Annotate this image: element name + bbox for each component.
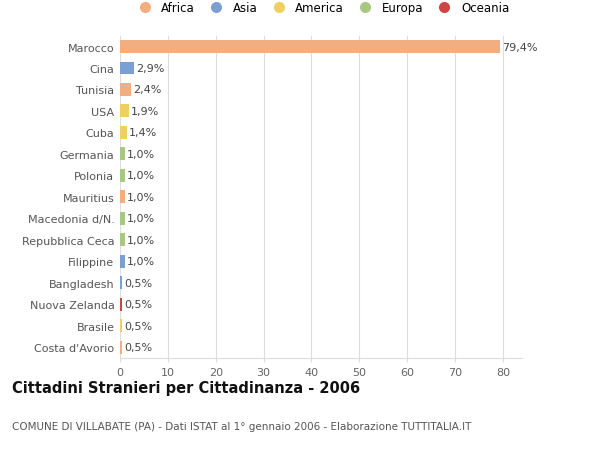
Bar <box>120 277 122 290</box>
Text: 0,5%: 0,5% <box>124 299 152 309</box>
Text: 1,9%: 1,9% <box>131 106 159 117</box>
Bar <box>120 41 500 54</box>
Bar <box>120 84 131 97</box>
Text: 2,9%: 2,9% <box>136 64 164 74</box>
Text: 1,0%: 1,0% <box>127 235 155 245</box>
Bar <box>120 148 125 161</box>
Text: 0,5%: 0,5% <box>124 321 152 331</box>
Text: 2,4%: 2,4% <box>133 85 162 95</box>
Bar <box>120 298 122 311</box>
Bar <box>120 341 122 354</box>
Text: 1,0%: 1,0% <box>127 214 155 224</box>
Text: 0,5%: 0,5% <box>124 278 152 288</box>
Text: Cittadini Stranieri per Cittadinanza - 2006: Cittadini Stranieri per Cittadinanza - 2… <box>12 381 360 396</box>
Text: 0,5%: 0,5% <box>124 342 152 353</box>
Text: 79,4%: 79,4% <box>502 42 538 52</box>
Bar <box>120 105 129 118</box>
Bar <box>120 255 125 268</box>
Bar <box>120 169 125 182</box>
Legend: Africa, Asia, America, Europa, Oceania: Africa, Asia, America, Europa, Oceania <box>128 0 514 20</box>
Bar <box>120 191 125 204</box>
Bar <box>120 127 127 140</box>
Text: 1,0%: 1,0% <box>127 192 155 202</box>
Text: 1,4%: 1,4% <box>128 128 157 138</box>
Bar <box>120 319 122 332</box>
Text: 1,0%: 1,0% <box>127 150 155 160</box>
Text: COMUNE DI VILLABATE (PA) - Dati ISTAT al 1° gennaio 2006 - Elaborazione TUTTITAL: COMUNE DI VILLABATE (PA) - Dati ISTAT al… <box>12 421 472 431</box>
Bar <box>120 62 134 75</box>
Bar <box>120 234 125 246</box>
Text: 1,0%: 1,0% <box>127 257 155 267</box>
Bar <box>120 213 125 225</box>
Text: 1,0%: 1,0% <box>127 171 155 181</box>
